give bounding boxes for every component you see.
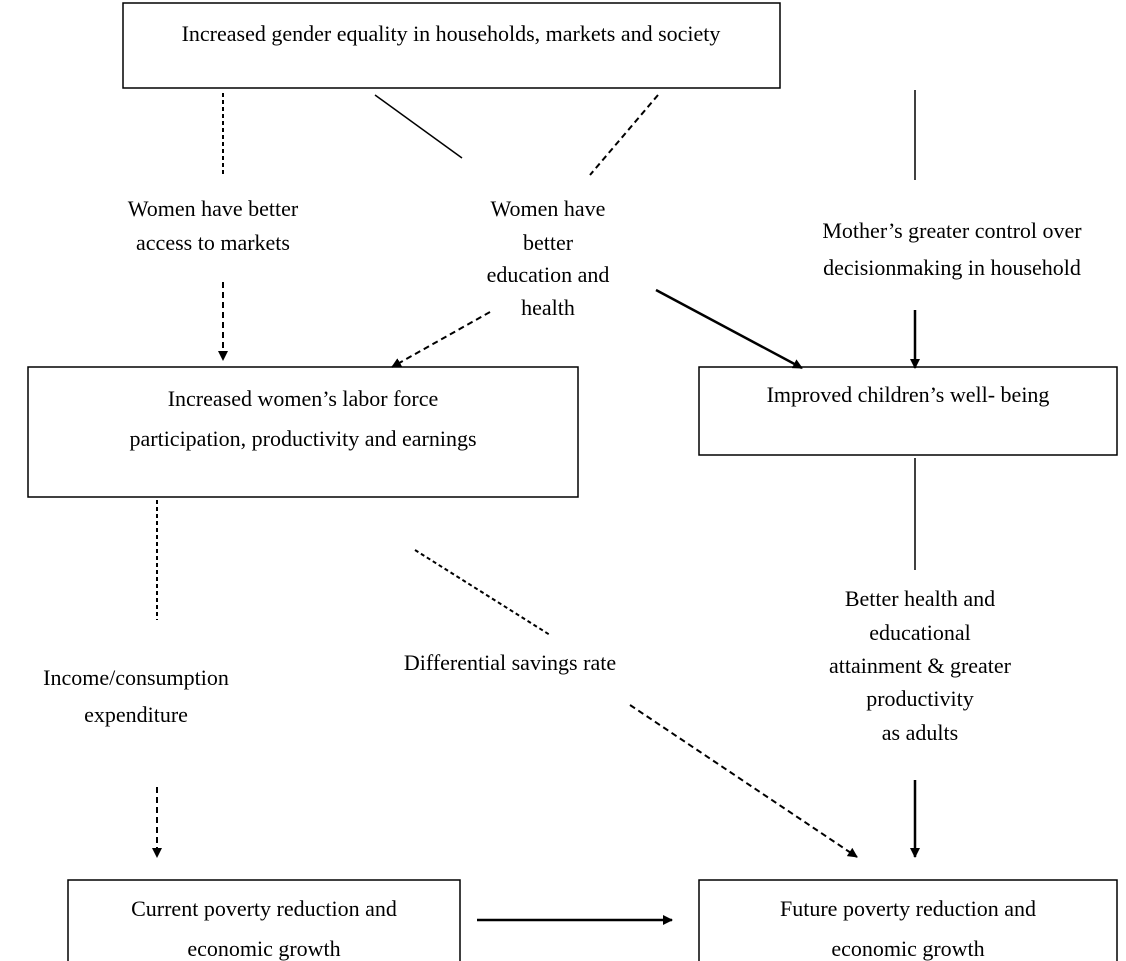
box (698, 879, 1118, 961)
edge-label: attainment & greater (829, 653, 1012, 678)
arrow (655, 288, 803, 370)
edge-label: as adults (882, 720, 958, 745)
node-text: Future poverty reduction and (780, 896, 1036, 921)
edge-label: decisionmaking in household (823, 255, 1081, 280)
edge-label: Better health and (845, 586, 995, 611)
edge-label: Mother’s greater control over (822, 218, 1082, 243)
node-text: Increased women’s labor force (168, 386, 439, 411)
edge-label: better (523, 230, 574, 255)
arrow (629, 704, 858, 858)
edge-label: Differential savings rate (404, 650, 616, 675)
node-text: participation, productivity and earnings (129, 426, 476, 451)
node-text: Current poverty reduction and (131, 896, 397, 921)
node-text: economic growth (831, 936, 984, 961)
edge-label: productivity (866, 686, 974, 711)
edge-label: access to markets (136, 230, 290, 255)
connector (374, 94, 463, 159)
box (122, 2, 781, 89)
node-text: Increased gender equality in households,… (182, 21, 721, 46)
edge-label: educational (869, 620, 970, 645)
node-text: Improved children’s well- being (767, 382, 1050, 407)
box (27, 366, 579, 498)
arrow (391, 311, 491, 368)
box (698, 366, 1118, 456)
edge-label: health (521, 295, 575, 320)
connector (414, 549, 551, 636)
edge-label: Women have better (128, 196, 299, 221)
edge-label: expenditure (84, 702, 188, 727)
connector (589, 94, 659, 176)
edge-label: Income/consumption (43, 665, 229, 690)
node-text: economic growth (187, 936, 340, 961)
edge-label: education and (487, 262, 610, 287)
edge-label: Women have (491, 196, 606, 221)
box (67, 879, 461, 961)
